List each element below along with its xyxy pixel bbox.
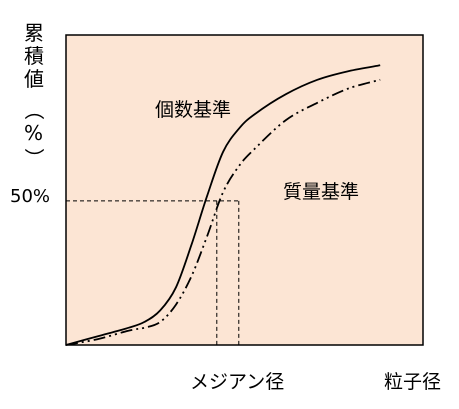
y-axis-label-paren-close: ） <box>22 148 46 168</box>
series-label-mass-basis: 質量基準 <box>283 181 359 203</box>
x-marker-label: メジアン径 <box>190 371 284 393</box>
y-axis-label-char-3: 値 <box>24 67 44 91</box>
series-line-number-basis <box>65 64 381 346</box>
y-axis-label-char-1: 累 <box>24 21 44 45</box>
y-tick-label: 50% <box>10 186 50 207</box>
y-axis-label-paren-open: （ <box>22 100 46 120</box>
y-axis-label-char-2: 積 <box>24 44 44 68</box>
series-line-mass-basis <box>65 78 381 346</box>
plot-area <box>65 34 424 346</box>
series-label-number-basis: 個数基準 <box>155 99 231 121</box>
x-axis-label: 粒子径 <box>384 371 441 393</box>
y-axis-label-percent: % <box>24 121 43 145</box>
